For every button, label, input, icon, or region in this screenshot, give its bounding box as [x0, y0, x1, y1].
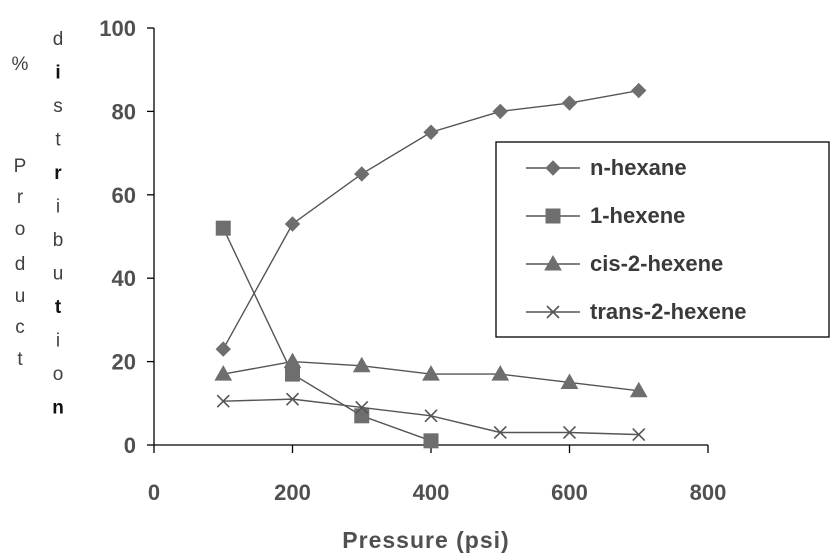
x-tick-label: 600 [551, 480, 588, 505]
data-point-stroke [216, 394, 230, 408]
legend-label: 1-hexene [590, 203, 685, 228]
x-tick-label: 0 [148, 480, 160, 505]
data-point [354, 166, 370, 182]
data-point-stroke [632, 428, 646, 442]
legend-label: trans-2-hexene [590, 299, 747, 324]
y-tick-label: 20 [112, 350, 136, 375]
series-layer [214, 82, 648, 449]
data-point-stroke [424, 409, 438, 423]
y-title-right-letter: s [53, 96, 63, 117]
y-title-left-letter: c [15, 317, 25, 338]
legend-label: n-hexane [590, 155, 687, 180]
data-point [545, 208, 561, 224]
x-axis-title: Pressure (psi) [342, 527, 509, 553]
y-title-right-letter: r [54, 163, 62, 184]
data-point-stroke [546, 305, 560, 319]
data-point [560, 373, 579, 389]
y-tick-label: 40 [112, 266, 136, 291]
legend-label: cis-2-hexene [590, 251, 723, 276]
y-title-right-letter: o [53, 364, 64, 385]
data-point [285, 366, 300, 382]
data-point [215, 220, 231, 236]
y-title-right-letter: i [55, 63, 60, 84]
y-title-right-letter: b [53, 230, 64, 251]
data-point-stroke [355, 400, 369, 415]
y-title-left-letter: u [15, 286, 26, 307]
data-point [422, 365, 440, 381]
data-point-stroke [562, 425, 577, 440]
y-title-right-letter: u [53, 264, 64, 285]
x-tick-label: 800 [690, 480, 727, 505]
y-tick-label: 100 [99, 16, 136, 41]
data-point [355, 400, 369, 415]
series-1-hexene [215, 220, 439, 449]
legend: n-hexane 1-hexene cis-2-hexene trans-2-hexe… [495, 141, 830, 338]
data-point [491, 365, 510, 381]
data-point-stroke [493, 425, 507, 440]
y-title-right-letter: d [53, 29, 64, 50]
y-tick-label: 80 [112, 99, 136, 124]
data-point [632, 428, 646, 442]
data-point [493, 425, 507, 440]
data-point [285, 392, 300, 406]
legend-box [495, 141, 830, 338]
y-title-left-letter: d [15, 254, 26, 275]
tick-labels: 0 20 40 60 80 100 0 200 400 600 800 [99, 16, 726, 505]
series-n-hexane [215, 82, 647, 357]
data-point [214, 365, 233, 381]
series-cis-2-hexene [214, 352, 648, 398]
data-point [562, 425, 577, 440]
y-tick-label: 0 [124, 433, 136, 458]
data-point [424, 409, 438, 423]
y-title-left-letter: P [14, 156, 27, 177]
series-trans-2-hexene [216, 392, 646, 442]
legend-item: n-hexane [526, 155, 687, 180]
data-point [561, 95, 578, 111]
y-title-right-letter: t [55, 130, 61, 151]
y-title-right-letter: n [52, 398, 64, 419]
data-point [546, 305, 560, 319]
legend-item: cis-2-hexene [526, 251, 723, 276]
y-title-left-letter: o [15, 219, 26, 240]
data-point [631, 82, 647, 99]
data-point [216, 394, 230, 408]
data-point [284, 216, 301, 232]
y-title-left-letter: r [17, 187, 24, 208]
legend-item: 1-hexene [526, 203, 685, 228]
data-point [629, 381, 648, 398]
y-title-left-letter: % [12, 54, 29, 75]
x-tick-label: 200 [274, 480, 311, 505]
data-point [215, 341, 231, 357]
data-point [423, 433, 439, 449]
data-point-stroke [285, 392, 300, 406]
y-title-left-letter: t [17, 349, 23, 370]
data-point [545, 160, 561, 176]
data-point [423, 124, 439, 140]
data-point [354, 408, 370, 424]
y-title-right-letter: i [56, 331, 60, 352]
data-point [352, 356, 371, 373]
y-title-right-letter: t [55, 297, 62, 318]
y-title-right-letter: i [56, 197, 60, 218]
y-tick-label: 60 [112, 183, 136, 208]
data-point [544, 254, 562, 271]
x-tick-label: 400 [413, 480, 450, 505]
data-point [283, 352, 302, 369]
legend-item: trans-2-hexene [526, 299, 747, 324]
series-line [222, 227, 432, 442]
data-point [492, 103, 508, 120]
